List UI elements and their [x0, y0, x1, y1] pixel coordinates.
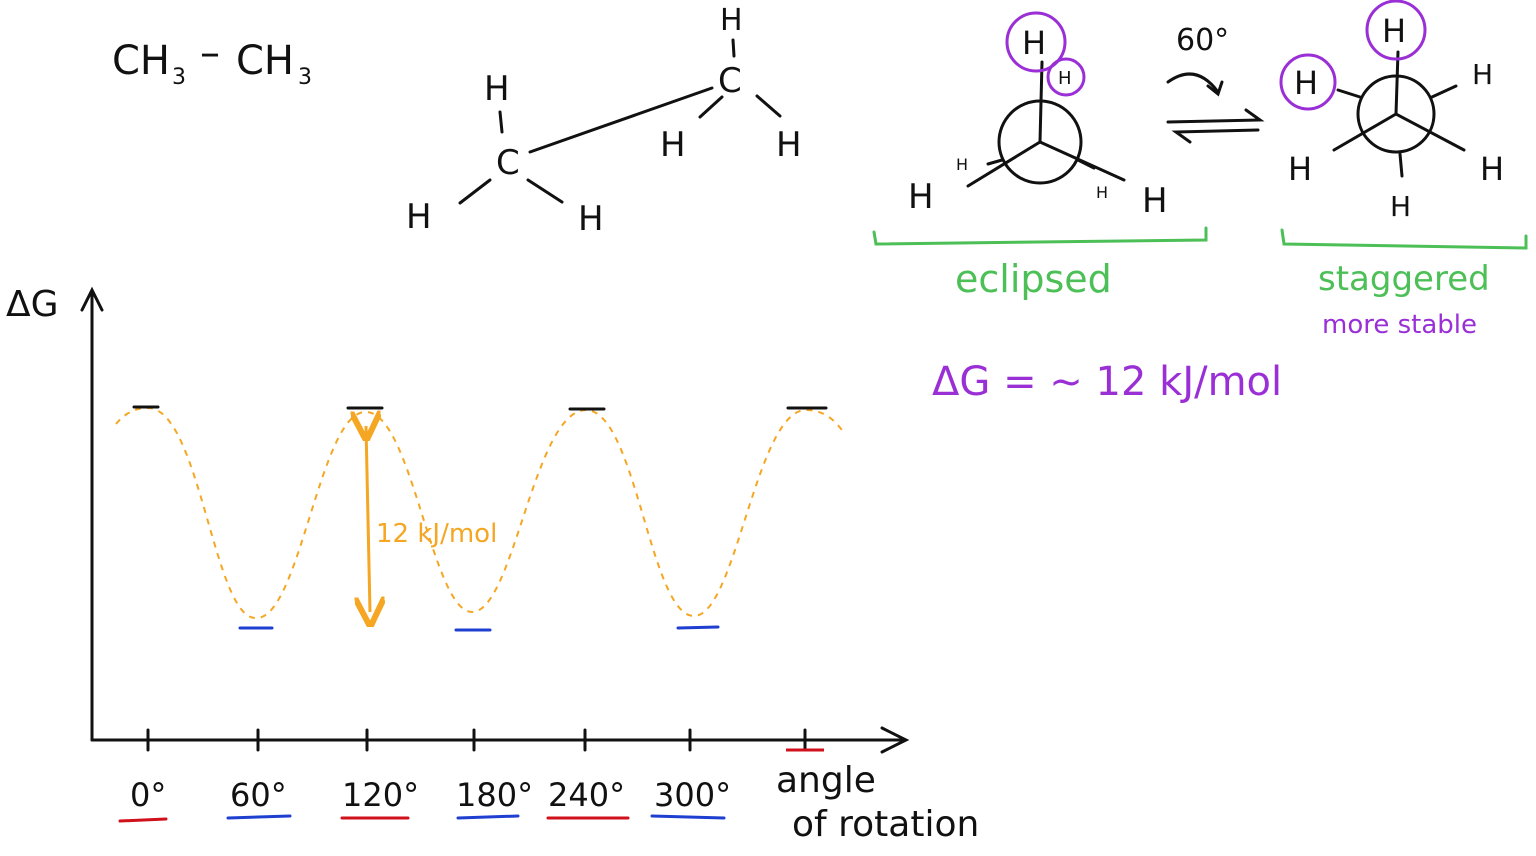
energy-difference-note: ΔG = ~ 12 kJ/mol: [932, 359, 1282, 405]
h-left-up: H: [484, 69, 510, 109]
y-axis-arrow-icon: [80, 286, 104, 312]
sawhorse-projection: [458, 38, 782, 205]
tick-labels: 0° 60° 120° 180° 240° 300°: [130, 776, 731, 814]
staggered-back-bond-bottom: [1398, 152, 1404, 178]
staggered-h-left-upper: H: [1294, 64, 1318, 102]
newman-eclipsed: H H H H H H: [908, 11, 1168, 221]
staggered-back-bond-left: [1336, 88, 1362, 99]
staggered-markers: [238, 625, 720, 632]
staggered-h-right-upper: H: [1472, 58, 1493, 91]
eclipsed-front-bond-top: [1038, 60, 1044, 144]
bond-right-up: [731, 38, 736, 58]
eclipsed-h-right-back: H: [1096, 183, 1108, 202]
eclipsed-h-left-front: H: [908, 177, 934, 217]
h-right-low-left: H: [660, 125, 686, 165]
y-axis-label: ΔG: [6, 284, 59, 325]
formula-right: CH: [236, 38, 294, 84]
tick-label-240: 240°: [548, 776, 625, 814]
staggered-label: staggered: [1318, 259, 1490, 299]
carbon-left: C: [496, 143, 520, 183]
eclipsed-h-back-top: H: [1058, 68, 1072, 89]
barrier-label: 12 kJ/mol: [376, 519, 497, 549]
energy-plot: ΔG angle of rotation 0° 60° 120° 180° 24…: [6, 284, 979, 845]
staggered-front-bond-left: [1332, 112, 1398, 152]
staggered-back-bond-right: [1430, 84, 1458, 99]
tick-label-300: 300°: [654, 776, 731, 814]
underline-180: [456, 814, 520, 820]
x-ticks: [146, 728, 807, 752]
staggered-h-top: H: [1382, 12, 1406, 50]
underline-0: [118, 817, 168, 823]
rotation-arrow: [1166, 72, 1220, 94]
tick-label-60: 60°: [230, 776, 287, 814]
tick-label-120: 120°: [342, 776, 419, 814]
tick-label-underlines: [118, 814, 726, 823]
formula-dash: –: [200, 30, 220, 76]
eclipsed-front-bond-left: [966, 140, 1042, 188]
formula-left-sub: 3: [172, 65, 186, 90]
barrier-arrow: [366, 426, 370, 612]
eclipsed-h-left-back: H: [956, 155, 968, 174]
cc-bond: [528, 86, 714, 154]
underline-60: [226, 814, 292, 820]
eclipsed-markers: [132, 405, 828, 411]
tick-label-180: 180°: [456, 776, 533, 814]
x-axis-label-line2: of rotation: [792, 804, 979, 845]
x-axis-label-line1: angle: [776, 760, 876, 801]
underline-300: [650, 814, 726, 820]
eclipsed-h-front-top: H: [1022, 24, 1046, 62]
rotation-label: 60°: [1176, 23, 1229, 58]
eclipsed-back-bond-left: [986, 158, 1004, 166]
h-left-down-left: H: [406, 197, 432, 237]
h-left-down-right: H: [578, 199, 604, 239]
staggered-h-left-lower: H: [1288, 150, 1312, 188]
sawhorse-atoms: C C H H H H H H: [406, 3, 802, 239]
h-top: H: [720, 3, 743, 38]
energy-curve: [115, 406, 843, 620]
ethane-formula: CH 3 – CH 3: [112, 30, 312, 90]
conformation-labels: eclipsed staggered more stable ΔG = ~ 12…: [872, 226, 1528, 405]
staggered-h-right-lower: H: [1480, 150, 1504, 188]
bond-left-down-left: [458, 178, 492, 205]
equilibrium-arrows-icon: [1166, 108, 1265, 144]
min-marker-300: [676, 625, 720, 630]
eclipsed-back-bond-right: [1076, 158, 1096, 170]
bond-right-down-right: [755, 94, 782, 118]
staggered-bracket: [1280, 228, 1528, 250]
h-right-low-right: H: [776, 125, 802, 165]
newman-staggered: H H H H H H: [1279, 0, 1504, 223]
staggered-highlight-left: [1279, 53, 1337, 111]
staggered-front-bond-top: [1394, 50, 1400, 116]
rotation-arrowhead-icon: [1206, 80, 1224, 97]
eclipsed-label: eclipsed: [955, 257, 1112, 301]
eclipsed-bracket: [872, 226, 1208, 246]
eclipsed-highlight-back: [1046, 57, 1086, 97]
rotation-indicator: 60°: [1166, 23, 1265, 144]
bond-left-down-right: [526, 178, 564, 204]
formula-left: CH: [112, 38, 170, 84]
x-axis-arrow-icon: [880, 726, 910, 754]
bond-right-down-left: [698, 95, 724, 119]
staggered-highlight-top: [1365, 0, 1427, 61]
more-stable-note: more stable: [1322, 310, 1477, 340]
eclipsed-h-right-front: H: [1142, 181, 1168, 221]
eclipsed-highlight-front: [1005, 11, 1067, 73]
formula-right-sub: 3: [298, 65, 312, 90]
staggered-front-bond-right: [1394, 112, 1466, 152]
carbon-right: C: [718, 61, 742, 101]
staggered-h-bottom: H: [1390, 190, 1411, 223]
bond-left-up: [498, 110, 504, 134]
tick-label-0: 0°: [130, 776, 166, 814]
